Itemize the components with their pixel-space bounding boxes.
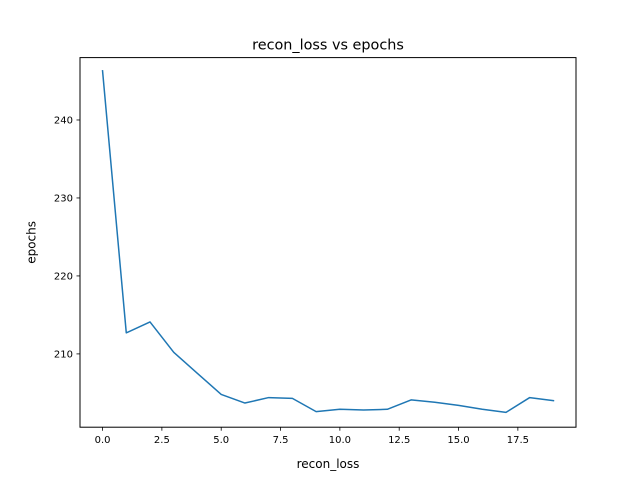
x-tick-label: 12.5 (388, 435, 410, 446)
axes-frame (79, 57, 577, 428)
x-tick-label: 15.0 (447, 435, 469, 446)
y-tick-label: 210 (54, 350, 73, 361)
y-tick-label: 220 (54, 272, 73, 283)
x-tick-label: 2.5 (154, 435, 170, 446)
y-tick-label: 240 (54, 116, 73, 127)
series-line (101, 70, 555, 414)
y-tick-label: 230 (54, 194, 73, 205)
chart-title: recon_loss vs epochs (252, 38, 404, 54)
x-tick-label: 7.5 (273, 435, 289, 446)
x-tick-label: 10.0 (329, 435, 351, 446)
x-tick-label: 5.0 (213, 435, 229, 446)
y-axis-label: epochs (25, 221, 39, 264)
x-tick-label: 17.5 (507, 435, 529, 446)
x-tick-label: 0.0 (95, 435, 111, 446)
x-axis-label: recon_loss (297, 457, 360, 471)
